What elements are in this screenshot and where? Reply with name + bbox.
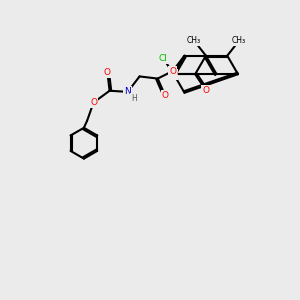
Text: CH₃: CH₃ (232, 36, 246, 45)
Text: O: O (170, 70, 177, 79)
Text: O: O (104, 68, 111, 77)
Text: O: O (169, 67, 176, 76)
Text: O: O (202, 86, 209, 95)
Text: O: O (90, 98, 97, 107)
Text: H: H (131, 94, 137, 103)
Text: Cl: Cl (159, 54, 167, 63)
Text: N: N (124, 87, 131, 96)
Text: CH₃: CH₃ (187, 36, 201, 45)
Text: O: O (162, 91, 169, 100)
